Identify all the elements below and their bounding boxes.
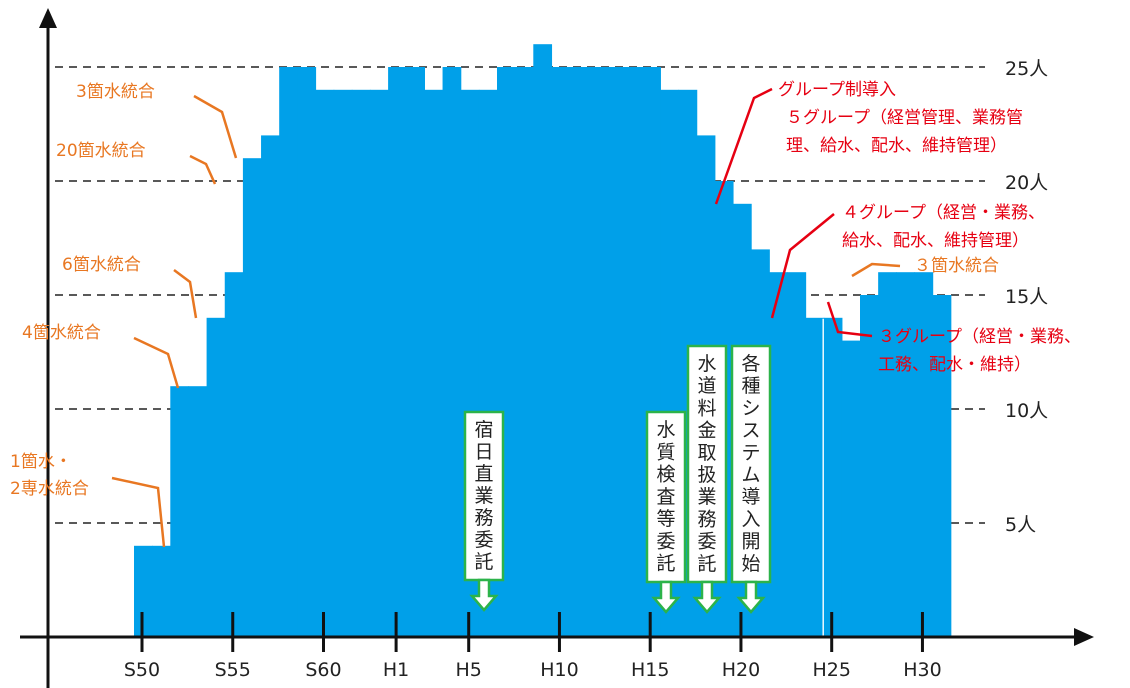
area-step-2017 [896, 272, 916, 637]
annotation-label-3kasui-early: 3箇水統合 [76, 82, 155, 102]
down-arrow-icon [692, 580, 722, 614]
area-step-2014 [841, 340, 861, 637]
area-step-1980 [224, 272, 244, 637]
event-callout-0: 宿日直業務委託 [463, 410, 505, 612]
x-tick-label-H20: H20 [722, 659, 760, 681]
event-label: 水質検査等委託 [656, 419, 675, 575]
annotation-label-6kasui: 6箇水統合 [62, 255, 141, 275]
annotation-label-group5-2: 理、給水、配水、維持管理） [786, 136, 1007, 156]
y-tick-label-10: 10人 [1005, 400, 1048, 422]
event-box [686, 344, 728, 584]
annotation-label-3kasui-late: ３箇水統合 [914, 256, 999, 276]
event-label: 宿日直業務委託 [474, 419, 493, 573]
area-step-1983 [279, 67, 298, 637]
annotation-label-group4-1: 給水、配水、維持管理） [842, 231, 1029, 251]
x-tick-label-H30: H30 [903, 659, 941, 681]
annotation-label-group4-0: ４グループ（経営・業務、 [842, 203, 1045, 223]
x-axis-arrow-icon [1074, 628, 1094, 646]
annotation-label-4kasui: 4箇水統合 [22, 323, 101, 343]
area-step-1997 [533, 44, 553, 637]
area-step-1999 [569, 67, 589, 637]
area-step-1976 [152, 545, 171, 637]
area-step-1977 [170, 386, 190, 637]
x-tick-label-H10: H10 [540, 659, 578, 681]
leader-3kasui-late [851, 262, 901, 278]
y-tick-label-20: 20人 [1005, 172, 1048, 194]
event-callout-3: 各種システム導入開始 [730, 344, 772, 614]
area-step-1986 [333, 89, 353, 638]
event-box [645, 410, 687, 584]
down-arrow-icon [469, 578, 499, 612]
area-step-1978 [188, 386, 208, 637]
area-step-1990 [406, 67, 425, 637]
area-step-1981 [242, 158, 262, 637]
area-step-1984 [297, 67, 317, 637]
area-step-2018 [914, 272, 934, 637]
area-step-2010 [769, 272, 788, 637]
area-step-1975 [134, 545, 153, 637]
area-step-1998 [551, 67, 571, 637]
area-step-1979 [206, 317, 226, 637]
event-callout-2: 水道料金取扱業務委託 [686, 344, 728, 614]
x-tick-label-H1: H1 [383, 659, 409, 681]
area-step-1987 [351, 89, 371, 638]
leader-20kasui [189, 154, 217, 185]
event-label: 各種システム導入開始 [741, 353, 760, 575]
event-callouts: 宿日直業務委託 水質検査等委託 水道料金取扱業務委託 各種システム導入開始 [463, 344, 772, 614]
y-tick-label-15: 15人 [1005, 286, 1048, 308]
tick-labels: 5人 10人 15人 20人 25人 S50 S55 S60 H1 H5 H10 H15 H20 H25 H… [124, 58, 1048, 681]
annotation-label-group5-1: ５グループ（経営管理、業務管 [786, 108, 1023, 128]
area-step-2019 [932, 295, 952, 637]
x-tick-label-S50: S50 [124, 659, 160, 681]
x-tick-label-S60: S60 [305, 659, 341, 681]
leader-group4 [770, 213, 835, 319]
annotation-label-2sensui: 2専水統合 [10, 479, 89, 499]
y-axis-arrow-icon [39, 8, 57, 28]
area-step-1982 [261, 135, 280, 637]
annotation-label-20kasui: 20箇水統合 [56, 141, 146, 161]
area-step-2013 [823, 317, 843, 637]
area-step-2001 [605, 67, 625, 637]
area-step-2012 [805, 317, 825, 637]
leader-group5 [714, 87, 773, 205]
leader-group3 [826, 301, 873, 338]
y-tick-label-25: 25人 [1005, 58, 1048, 80]
down-arrow-icon [736, 580, 766, 614]
area-step-2016 [878, 272, 897, 637]
leader-4kasui [133, 336, 180, 389]
area-step-1991 [424, 89, 444, 638]
down-arrow-icon [651, 580, 681, 614]
annotation-label-group5-0: グループ制導入 [778, 80, 896, 100]
annotation-label-group3-1: 工務、配水・維持） [878, 355, 1031, 375]
annotation-labels: 1箇水・ 2専水統合 4箇水統合 6箇水統合 20箇水統合 3箇水統合 グループ制導入 ５グル… [10, 80, 1081, 499]
leader-1kasui [111, 476, 166, 548]
area-step-2011 [787, 272, 807, 637]
leader-3kasui-early [193, 94, 238, 159]
event-box [463, 410, 505, 582]
annotation-label-group3-0: ３グループ（経営・業務、 [878, 327, 1081, 347]
area-step-1996 [515, 67, 534, 637]
y-tick-label-5: 5人 [1005, 514, 1036, 536]
event-label: 水道料金取扱業務委託 [697, 353, 716, 575]
area-step-1989 [388, 67, 407, 637]
x-tick-label-H25: H25 [812, 659, 850, 681]
area-step-1988 [369, 89, 389, 638]
area-step-2002 [624, 67, 643, 637]
annotation-label-1kasui: 1箇水・ [10, 452, 72, 472]
event-callout-1: 水質検査等委託 [645, 410, 687, 614]
axes [20, 8, 1094, 688]
annotation-leader-lines [111, 87, 901, 548]
staff-area-series [134, 44, 952, 638]
area-step-1985 [315, 89, 335, 638]
area-step-1992 [442, 67, 462, 637]
x-tick-label-H5: H5 [456, 659, 482, 681]
x-tick-label-H15: H15 [631, 659, 669, 681]
x-tick-label-S55: S55 [215, 659, 251, 681]
area-step-2000 [587, 67, 607, 637]
leader-6kasui [173, 269, 198, 319]
area-step-2015 [860, 295, 879, 637]
